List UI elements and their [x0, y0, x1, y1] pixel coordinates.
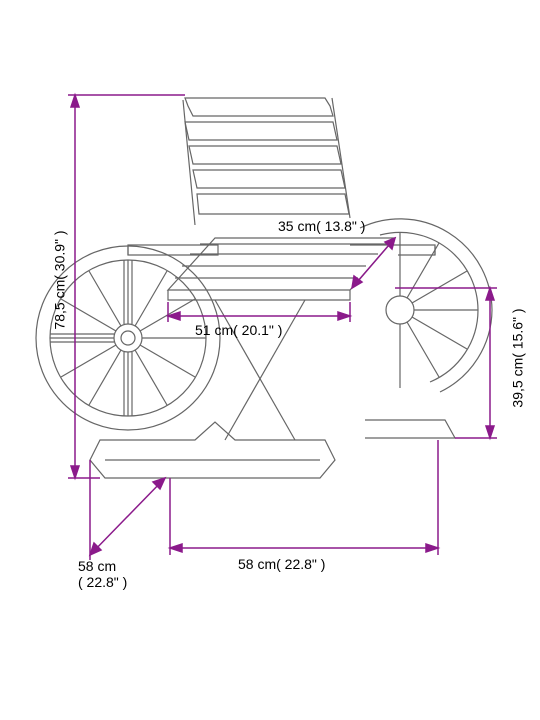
diagram-container: 78,5 cm( 30.9" ) 39,5 cm( 15.6" ) 35 cm(… — [0, 0, 540, 720]
seat-width-label: 51 cm( 20.1" ) — [195, 322, 282, 338]
total-height-label: 78,5 cm( 30.9" ) — [52, 230, 68, 329]
dimension-lines — [68, 95, 497, 560]
seat-depth-label: 35 cm( 13.8" ) — [278, 218, 365, 234]
drawing-svg — [0, 0, 540, 720]
seat-height-label: 39,5 cm( 15.6" ) — [510, 308, 526, 407]
base-width-label: 58 cm( 22.8" ) — [238, 556, 325, 572]
base-depth-label: 58 cm( 22.8" ) — [78, 558, 127, 590]
